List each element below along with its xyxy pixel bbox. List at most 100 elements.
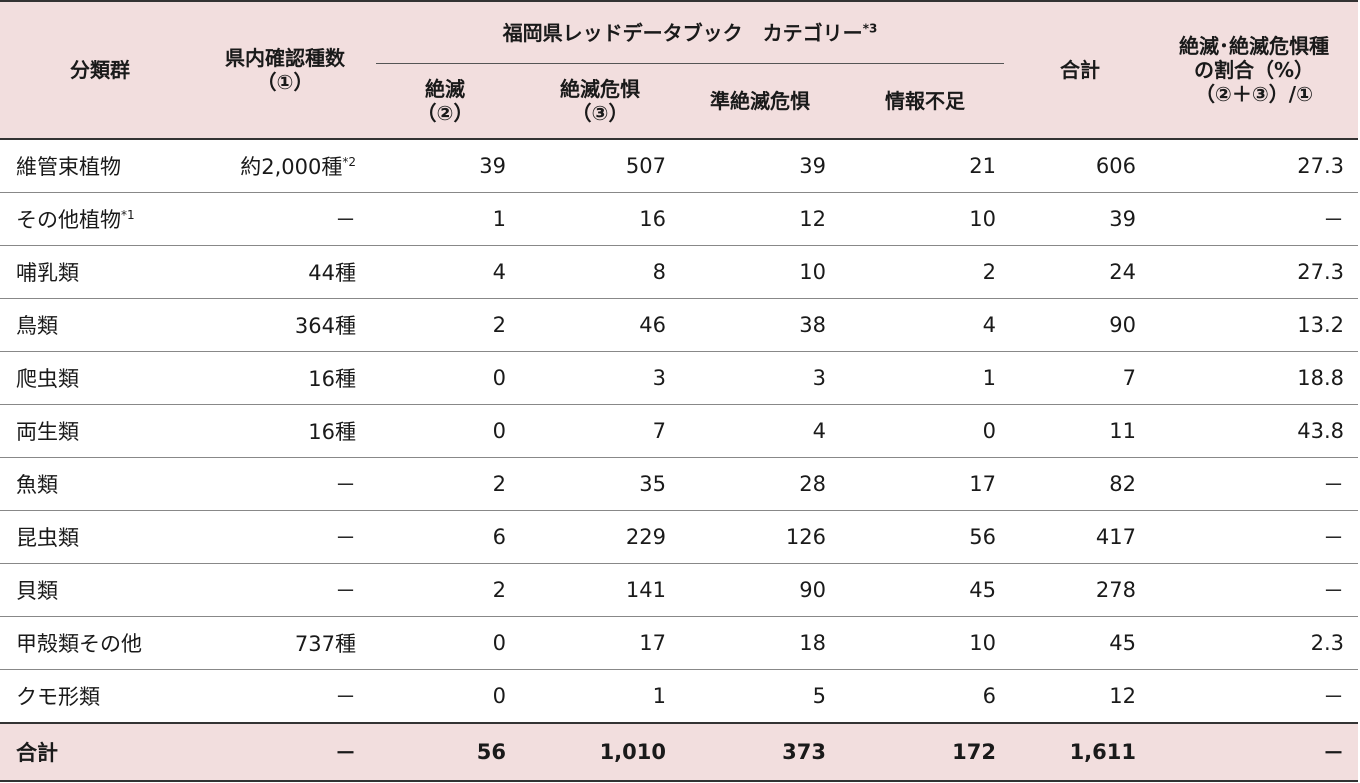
cell-confirmed-text: － [335,526,356,550]
cell-confirmed: － [200,563,370,617]
header-category-group: 福岡県レッドデータブック カテゴリー*3 [370,1,1010,64]
table-row: 維管束植物 約2,000種*2 39 507 39 21 606 27.3 [0,138,1358,193]
cell-confirmed-text: － [335,579,356,603]
cell-extinct: 39 [370,138,520,193]
cell-extinct-text: 0 [492,366,506,390]
table-footer: 合計 － 56 1,010 373 172 1,611 － [0,722,1358,782]
cell-confirmed: 16種 [200,351,370,405]
total-near-threatened: 373 [680,722,840,782]
cell-near-threatened: 10 [680,245,840,299]
header-extinct-label: 絶滅 [425,77,465,101]
header-extinct-ref: （②） [416,101,474,125]
cell-data-deficient: 1 [840,351,1010,405]
cell-group-text: その他植物 [16,208,121,232]
cell-extinct-text: 6 [492,525,506,549]
cell-total: 39 [1010,192,1150,246]
cell-data-deficient-text: 10 [969,631,996,655]
table-row: クモ形類 － 0 1 5 6 12 － [0,669,1358,723]
cell-near-threatened-text: 126 [785,525,826,549]
cell-ratio-text: 43.8 [1297,419,1344,443]
header-confirmed-label: 県内確認種数 [225,46,345,70]
cell-total-text: 606 [1095,154,1136,178]
cell-data-deficient-text: 1 [982,366,996,390]
cell-extinct: 0 [370,669,520,723]
header-extinct: 絶滅 （②） [370,64,520,139]
cell-total-text: 45 [1109,631,1136,655]
cell-confirmed: － [200,457,370,511]
cell-confirmed-text: 737種 [294,632,356,656]
cell-near-threatened-text: 5 [812,684,826,708]
cell-ratio: － [1150,510,1358,564]
cell-total-text: 278 [1095,578,1136,602]
cell-near-threatened: 126 [680,510,840,564]
table-row: 昆虫類 － 6 229 126 56 417 － [0,510,1358,564]
cell-group-text: クモ形類 [16,685,100,709]
cell-confirmed: 737種 [200,616,370,670]
cell-near-threatened-text: 12 [799,207,826,231]
cell-confirmed: 約2,000種*2 [200,138,370,193]
cell-ratio: － [1150,457,1358,511]
cell-extinct-text: 4 [492,260,506,284]
cell-data-deficient-text: 56 [969,525,996,549]
cell-data-deficient-text: 17 [969,472,996,496]
header-ratio: 絶滅･絶滅危惧種 の割合（%） （②＋③）/① [1150,1,1358,139]
cell-total: 90 [1010,298,1150,352]
total-extinct: 56 [370,722,520,782]
header-ratio-line3: （②＋③）/① [1194,82,1314,106]
cell-extinct: 0 [370,351,520,405]
table-row: 哺乳類 44種 4 8 10 2 24 27.3 [0,245,1358,299]
cell-ratio: 2.3 [1150,616,1358,670]
cell-endangered-text: 229 [625,525,666,549]
cell-endangered-text: 7 [652,419,666,443]
cell-extinct-text: 1 [492,207,506,231]
cell-ratio: 27.3 [1150,138,1358,193]
cell-ratio: 27.3 [1150,245,1358,299]
table-header: 分類群 県内確認種数 （①） 福岡県レッドデータブック カテゴリー*3 合計 絶… [0,1,1358,139]
cell-group: その他植物*1 [0,192,200,246]
cell-ratio-text: － [1323,473,1344,497]
cell-extinct: 1 [370,192,520,246]
cell-data-deficient-text: 10 [969,207,996,231]
cell-endangered: 141 [520,563,680,617]
cell-confirmed-text: 約2,000種 [240,155,343,179]
cell-ratio: 43.8 [1150,404,1358,458]
cell-extinct-text: 2 [492,472,506,496]
cell-confirmed-text: 16種 [308,420,356,444]
cell-endangered-text: 141 [625,578,666,602]
cell-endangered: 8 [520,245,680,299]
cell-extinct: 4 [370,245,520,299]
cell-near-threatened: 39 [680,138,840,193]
cell-near-threatened: 4 [680,404,840,458]
cell-near-threatened: 5 [680,669,840,723]
cell-data-deficient-text: 0 [982,419,996,443]
header-endangered: 絶滅危惧 （③） [520,64,680,139]
total-ratio: － [1150,722,1358,782]
cell-ratio-text: 27.3 [1297,260,1344,284]
cell-confirmed-text: 16種 [308,367,356,391]
cell-data-deficient-text: 4 [982,313,996,337]
header-category-note: *3 [862,21,878,36]
cell-confirmed: 364種 [200,298,370,352]
cell-data-deficient: 6 [840,669,1010,723]
total-confirmed: － [200,722,370,782]
cell-extinct-text: 0 [492,631,506,655]
cell-total-text: 417 [1095,525,1136,549]
cell-near-threatened-text: 38 [799,313,826,337]
cell-near-threatened-text: 28 [799,472,826,496]
cell-extinct: 0 [370,404,520,458]
cell-group-text: 貝類 [16,579,58,603]
cell-group-text: 鳥類 [16,314,58,338]
cell-data-deficient: 10 [840,616,1010,670]
cell-endangered: 507 [520,138,680,193]
cell-group-text: 維管束植物 [16,155,121,179]
cell-endangered-text: 46 [639,313,666,337]
cell-near-threatened: 12 [680,192,840,246]
header-ratio-line1: 絶滅･絶滅危惧種 [1179,34,1329,58]
cell-data-deficient-text: 6 [982,684,996,708]
cell-ratio-text: － [1323,208,1344,232]
cell-confirmed-text: 364種 [294,314,356,338]
cell-total-text: 90 [1109,313,1136,337]
cell-endangered-text: 35 [639,472,666,496]
cell-confirmed: 44種 [200,245,370,299]
table-row: 魚類 － 2 35 28 17 82 － [0,457,1358,511]
